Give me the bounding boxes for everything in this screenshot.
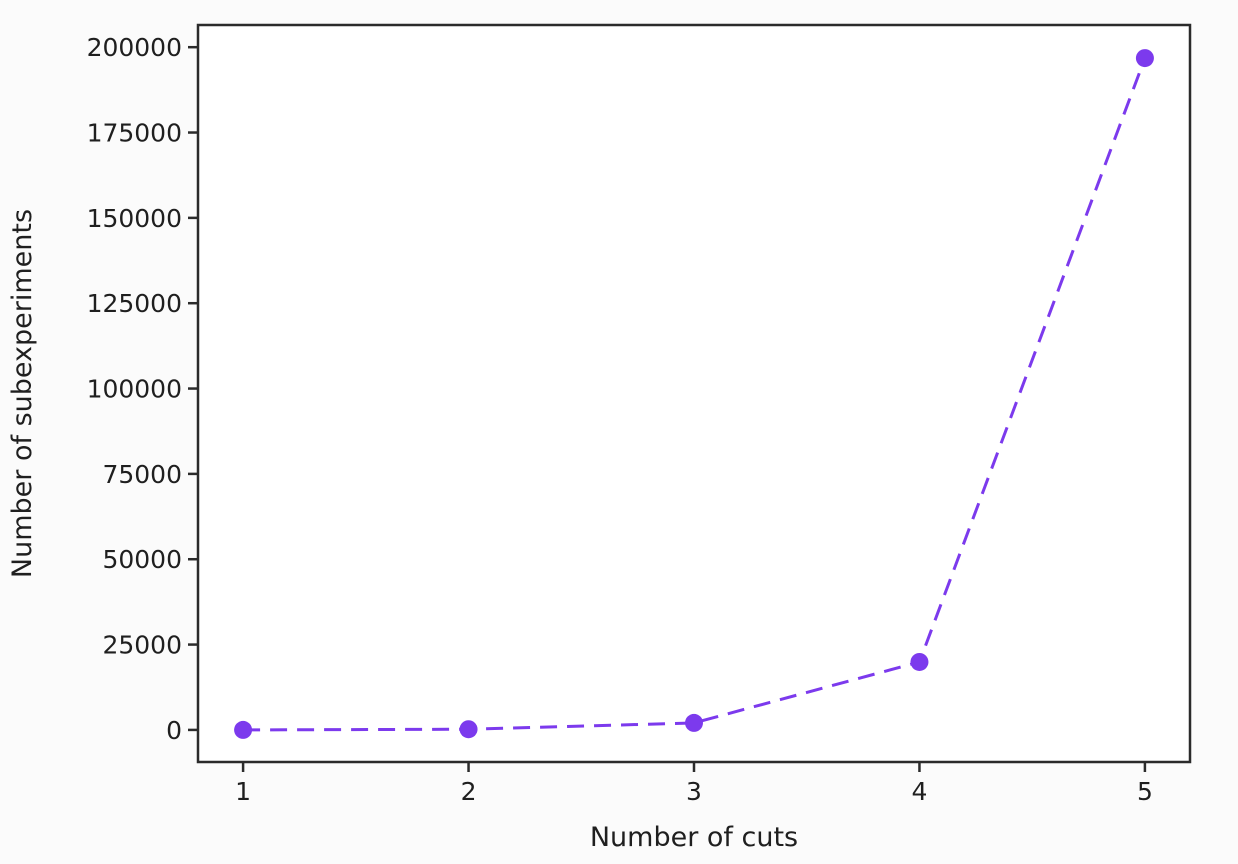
y-tick-label: 100000 [87,375,182,404]
plot-area [198,25,1190,762]
y-tick-label: 125000 [87,289,182,318]
y-tick-label: 50000 [102,545,182,574]
y-tick-label: 150000 [87,204,182,233]
plot-border [196,23,1192,764]
y-tick-label: 25000 [102,631,182,660]
y-tick-label: 0 [166,716,182,745]
x-tick-label: 3 [686,777,702,806]
x-tick-label: 1 [235,777,251,806]
y-tick-label: 75000 [102,460,182,489]
x-tick-label: 4 [912,777,928,806]
data-point-marker [459,720,478,739]
data-point-marker [1135,49,1154,68]
data-point-marker [910,652,929,671]
series-line [243,57,1147,732]
x-axis-label: Number of cuts [590,822,798,853]
y-tick-label: 175000 [87,119,182,148]
data-point-marker [234,720,253,739]
x-tick-label: 2 [461,777,477,806]
data-point-marker [685,713,703,732]
y-tick-label: 200000 [87,33,182,62]
y-axis-label: Number of subexperiments [7,209,38,578]
x-tick-label: 5 [1137,777,1153,806]
